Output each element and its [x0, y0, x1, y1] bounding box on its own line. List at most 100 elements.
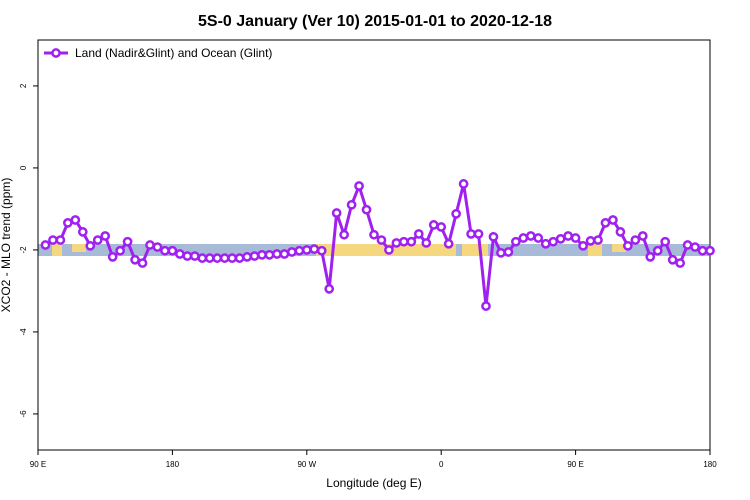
- data-point: [70, 215, 81, 225]
- data-point: [473, 229, 484, 239]
- data-point: [294, 245, 305, 256]
- data-point: [667, 254, 678, 265]
- data-point: [481, 301, 491, 311]
- data-point: [555, 234, 566, 244]
- data-point: [637, 231, 648, 241]
- data-point: [570, 233, 581, 243]
- data-point: [212, 253, 223, 263]
- y-tick-label: 0: [19, 165, 28, 170]
- data-point: [503, 247, 514, 257]
- data-point: [585, 236, 596, 246]
- y-axis-label: XCO2 - MLO trend (ppm): [0, 178, 13, 313]
- plot-frame: [37, 39, 711, 451]
- data-point: [458, 179, 469, 189]
- data-point: [384, 245, 394, 255]
- data-point: [608, 215, 618, 225]
- data-point: [63, 218, 73, 228]
- data-point: [682, 240, 693, 250]
- data-point: [107, 252, 118, 262]
- data-point: [197, 253, 208, 263]
- legend-label: Land (Nadir&Glint) and Ocean (Glint): [75, 46, 272, 60]
- data-point: [376, 235, 387, 245]
- data-point: [511, 236, 521, 247]
- x-tick-label: 90 E: [567, 460, 583, 469]
- data-point: [533, 233, 544, 243]
- data-point: [406, 236, 417, 247]
- data-point: [675, 258, 685, 268]
- data-point: [369, 229, 379, 240]
- data-point: [354, 181, 364, 191]
- data-point: [227, 253, 237, 263]
- data-point: [189, 251, 200, 261]
- data-point: [249, 251, 260, 261]
- x-tick-label: 180: [166, 460, 180, 469]
- data-point: [152, 242, 163, 252]
- data-point: [436, 222, 447, 232]
- x-tick-label: 0: [439, 460, 444, 469]
- data-point: [443, 238, 454, 249]
- data-point: [92, 235, 103, 245]
- data-point: [145, 240, 155, 250]
- data-point: [137, 258, 148, 268]
- data-point: [182, 251, 193, 261]
- data-point: [100, 231, 111, 241]
- data-point: [264, 249, 275, 260]
- data-point: [660, 236, 671, 247]
- y-tick-label: -4: [19, 328, 28, 336]
- data-point: [413, 229, 424, 239]
- y-tick-label: 2: [19, 83, 28, 88]
- data-point: [301, 245, 312, 255]
- data-point: [324, 284, 335, 294]
- data-point: [593, 235, 603, 245]
- data-point: [623, 240, 633, 251]
- data-point: [496, 247, 506, 258]
- data-point: [399, 236, 409, 247]
- data-point: [309, 244, 320, 254]
- data-point: [316, 245, 327, 256]
- data-point: [242, 252, 252, 262]
- data-point: [563, 231, 573, 241]
- data-point: [615, 227, 626, 237]
- y-tick-label: -6: [19, 410, 28, 418]
- data-point: [257, 249, 267, 260]
- data-point: [160, 245, 170, 256]
- data-point: [279, 249, 290, 259]
- data-point: [339, 229, 349, 240]
- data-point: [219, 253, 230, 263]
- data-point: [548, 236, 559, 247]
- data-point: [690, 242, 700, 252]
- y-tick-label: -2: [19, 246, 28, 254]
- data-point: [40, 240, 51, 250]
- data-point: [466, 229, 476, 239]
- data-point: [451, 208, 461, 219]
- data-point: [421, 238, 432, 248]
- x-tick-label: 90 E: [30, 460, 46, 469]
- data-point: [48, 235, 58, 245]
- data-point: [361, 204, 372, 215]
- data-point: [697, 245, 708, 256]
- data-point: [488, 231, 499, 242]
- data-point: [346, 199, 357, 210]
- chart-title: 5S-0 January (Ver 10) 2015-01-01 to 2020…: [198, 13, 552, 30]
- data-point: [540, 238, 551, 249]
- data-point: [645, 252, 656, 262]
- x-tick-label: 90 W: [297, 460, 316, 469]
- data-point: [272, 249, 282, 259]
- map-strip: [38, 244, 710, 256]
- data-point: [85, 240, 96, 251]
- legend-marker: [51, 48, 61, 58]
- data-point: [525, 231, 536, 241]
- data-point: [115, 245, 125, 256]
- data-point: [167, 245, 178, 256]
- data-point: [287, 247, 297, 257]
- data-point: [652, 245, 663, 256]
- data-point: [705, 245, 715, 256]
- data-point: [122, 236, 133, 247]
- data-point: [518, 233, 529, 243]
- data-point: [600, 218, 611, 228]
- data-point: [77, 227, 88, 237]
- data-point: [204, 253, 215, 263]
- data-point: [130, 254, 140, 265]
- data-point: [630, 235, 641, 245]
